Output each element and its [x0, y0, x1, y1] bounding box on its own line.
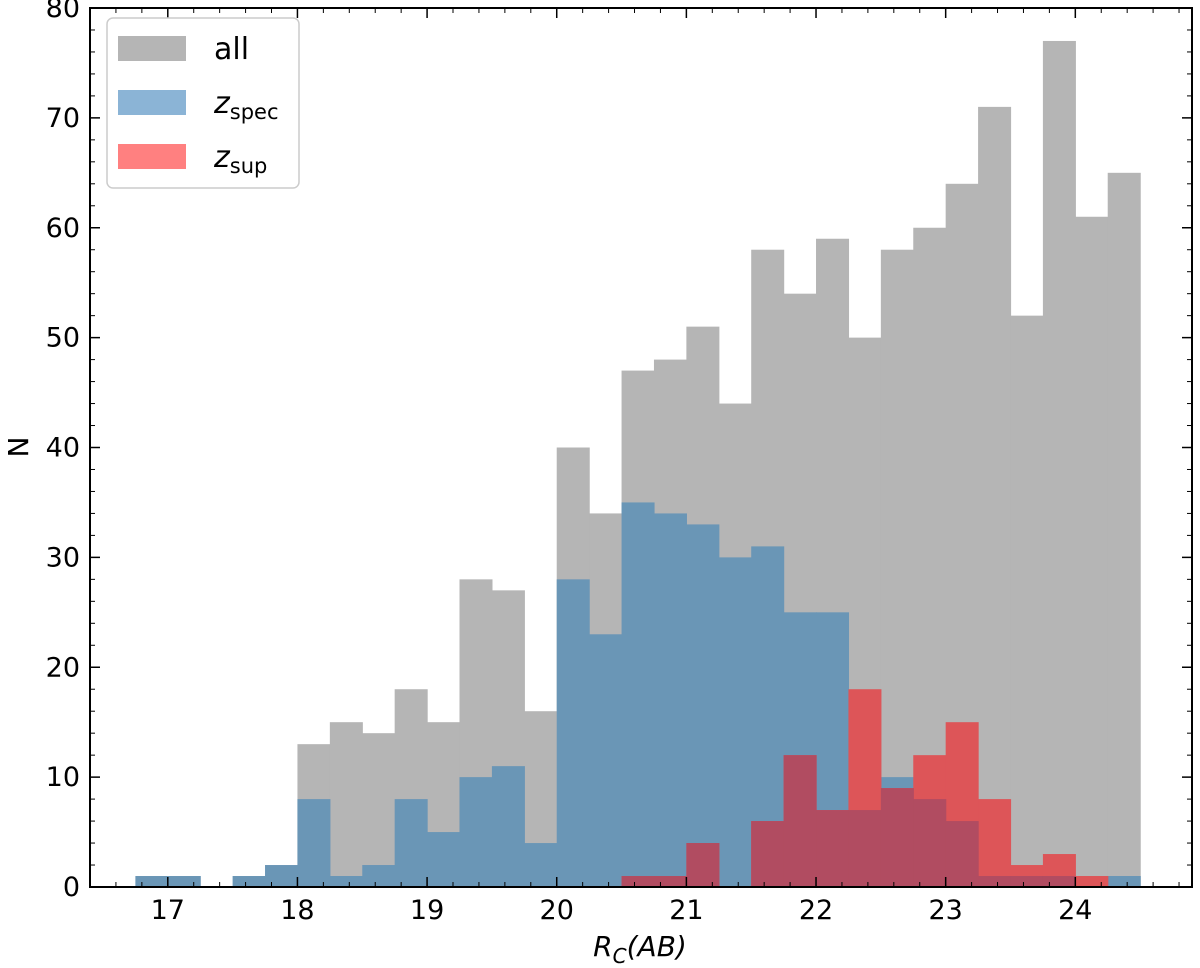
bar-z_spec-7 [362, 865, 396, 887]
legend-label-z_spec: zspec [213, 86, 279, 124]
bar-all-29 [1075, 216, 1109, 887]
bar-z_spec-4 [265, 865, 299, 887]
legend-label-all: all [214, 32, 249, 67]
bar-overlap-22 [848, 810, 882, 887]
bar-z_spec-1 [167, 876, 201, 887]
bar-overlap-23 [880, 788, 914, 887]
histogram-bars [135, 40, 1141, 888]
bar-overlap-28 [1042, 876, 1076, 887]
bar-z_spec-0 [135, 876, 169, 887]
bar-z_spec-30 [1107, 876, 1141, 887]
bar-z_spec-14 [589, 634, 623, 887]
legend-label-main: z [213, 140, 231, 175]
legend-swatch-z_spec [118, 90, 186, 115]
y-tick-label-20: 20 [46, 652, 80, 683]
bar-z_spec-18 [718, 557, 752, 887]
bar-z_sup-29 [1075, 876, 1109, 887]
series-overlap-spec-sup [621, 755, 1076, 887]
y-tick-label-80: 80 [46, 0, 80, 24]
bar-overlap-19 [751, 821, 785, 887]
bar-z_spec-6 [329, 876, 363, 887]
bar-overlap-17 [686, 843, 720, 887]
bar-overlap-16 [653, 876, 687, 887]
bar-z_spec-5 [297, 799, 331, 887]
bar-all-26 [978, 106, 1012, 887]
bar-overlap-26 [978, 876, 1012, 887]
bar-all-7 [362, 733, 396, 887]
y-tick-label-0: 0 [63, 872, 80, 903]
legend-label-z_sup: zsup [213, 140, 267, 178]
bar-overlap-20 [783, 755, 817, 887]
x-tick-label-21: 21 [669, 895, 703, 926]
x-tick-label-20: 20 [540, 895, 574, 926]
x-tick-label-19: 19 [410, 895, 444, 926]
bar-all-30 [1107, 172, 1141, 887]
y-axis-label: N [2, 437, 35, 458]
bar-all-28 [1042, 40, 1076, 887]
y-tick-label-70: 70 [46, 103, 80, 134]
bar-z_spec-15 [621, 502, 655, 887]
bar-z_spec-11 [491, 766, 525, 887]
y-tick-label-30: 30 [46, 542, 80, 573]
y-tick-label-10: 10 [46, 762, 80, 793]
bar-all-6 [329, 722, 363, 887]
legend-swatch-z_sup [118, 144, 186, 169]
bar-z_spec-13 [556, 579, 590, 887]
bar-z_spec-3 [232, 876, 266, 887]
x-tick-label-22: 22 [799, 895, 833, 926]
bar-overlap-27 [1010, 876, 1044, 887]
x-tick-label-17: 17 [151, 895, 185, 926]
bar-z_spec-8 [394, 799, 428, 887]
bar-z_spec-16 [653, 513, 687, 887]
y-tick-label-60: 60 [46, 213, 80, 244]
tick-marks [89, 7, 1192, 888]
bar-z_spec-10 [459, 777, 493, 887]
y-tick-label-40: 40 [46, 433, 80, 464]
legend-swatch-all [118, 36, 186, 61]
bar-z_sup-26 [978, 799, 1012, 887]
legend-label-sub: sup [230, 154, 268, 178]
x-tick-label-24: 24 [1058, 895, 1092, 926]
legend-label-main: z [213, 86, 231, 121]
tick-labels: 17 18 19 20 21 22 23 24 0 10 20 30 40 50 60 70 80 [46, 0, 1093, 926]
bar-all-27 [1010, 315, 1044, 887]
bar-overlap-24 [913, 799, 947, 887]
bar-overlap-21 [816, 810, 850, 887]
x-tick-label-18: 18 [280, 895, 314, 926]
bar-overlap-15 [621, 876, 655, 887]
bar-z_spec-12 [524, 843, 558, 887]
bar-overlap-25 [945, 821, 979, 887]
bar-z_spec-17 [686, 524, 720, 887]
y-tick-label-50: 50 [46, 323, 80, 354]
bar-z_spec-9 [427, 832, 461, 887]
x-tick-label-23: 23 [928, 895, 962, 926]
x-axis-label: RC(AB) [593, 930, 687, 968]
legend-label-sub: spec [230, 100, 279, 124]
